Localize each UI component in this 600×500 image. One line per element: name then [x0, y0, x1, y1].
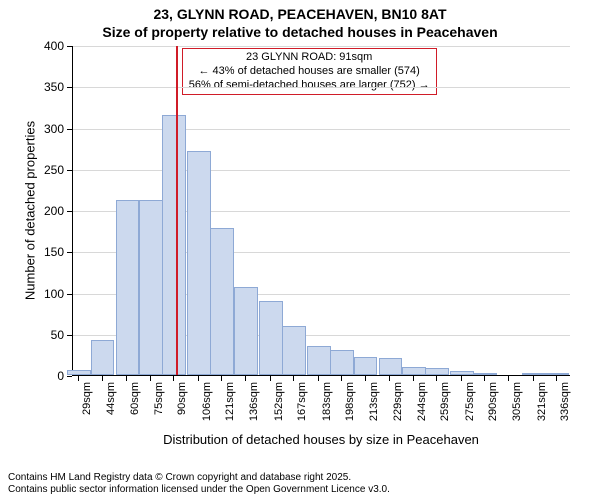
- histogram-bar: [379, 358, 403, 375]
- gridline: [73, 170, 570, 171]
- xtick-mark: [484, 376, 485, 381]
- xtick-mark: [436, 376, 437, 381]
- footer-line2: Contains public sector information licen…: [8, 484, 390, 496]
- histogram-bar: [187, 151, 211, 375]
- xtick-label: 198sqm: [344, 382, 356, 421]
- xtick-label: 213sqm: [368, 382, 380, 421]
- xtick-mark: [556, 376, 557, 381]
- xtick-label: 136sqm: [248, 382, 260, 421]
- histogram-bar: [354, 357, 378, 375]
- property-marker-line: [176, 46, 178, 375]
- xtick-mark: [221, 376, 222, 381]
- xtick-mark: [173, 376, 174, 381]
- histogram-bar: [162, 115, 186, 375]
- footer-line1: Contains HM Land Registry data © Crown c…: [8, 472, 390, 484]
- xtick-mark: [389, 376, 390, 381]
- xtick-mark: [413, 376, 414, 381]
- x-axis: 29sqm 44sqm 60sqm 75sqm 90sqm 106sqm 121sqm 136…: [72, 376, 570, 436]
- xtick-mark: [150, 376, 151, 381]
- xtick-label: 75sqm: [153, 382, 165, 415]
- histogram-bar: [330, 350, 354, 375]
- xtick-label: 244sqm: [416, 382, 428, 421]
- histogram-bar: [307, 346, 331, 375]
- histogram-bar: [402, 367, 426, 375]
- xtick-mark: [318, 376, 319, 381]
- y-axis-label: Number of detached properties: [23, 111, 38, 311]
- histogram-bar: [450, 371, 474, 375]
- plot-region: 23 GLYNN ROAD: 91sqm ← 43% of detached h…: [72, 46, 570, 376]
- xtick-label: 275sqm: [464, 382, 476, 421]
- ytick-label: 0: [14, 369, 72, 383]
- ytick-label: 400: [14, 39, 72, 53]
- xtick-label: 259sqm: [439, 382, 451, 421]
- histogram-bar: [522, 373, 546, 375]
- gridline: [73, 129, 570, 130]
- gridline: [73, 46, 570, 47]
- xtick-mark: [78, 376, 79, 381]
- chart-titles: 23, GLYNN ROAD, PEACEHAVEN, BN10 8AT Siz…: [0, 0, 600, 41]
- xtick-mark: [270, 376, 271, 381]
- xtick-mark: [461, 376, 462, 381]
- x-axis-label: Distribution of detached houses by size …: [72, 432, 570, 447]
- histogram-bar: [474, 373, 498, 375]
- xtick-label: 121sqm: [224, 382, 236, 421]
- xtick-label: 321sqm: [536, 382, 548, 421]
- xtick-label: 106sqm: [201, 382, 213, 421]
- xtick-label: 29sqm: [81, 382, 93, 415]
- histogram-bar: [139, 200, 163, 375]
- xtick-label: 44sqm: [105, 382, 117, 415]
- annot-line3: 56% of semi-detached houses are larger (…: [189, 79, 430, 93]
- ytick-label: 350: [14, 80, 72, 94]
- xtick-label: 183sqm: [321, 382, 333, 421]
- histogram-bar: [545, 373, 569, 375]
- xtick-mark: [102, 376, 103, 381]
- xtick-label: 90sqm: [176, 382, 188, 415]
- xtick-mark: [126, 376, 127, 381]
- histogram-bar: [234, 287, 258, 375]
- annot-line1: 23 GLYNN ROAD: 91sqm: [189, 51, 430, 65]
- histogram-bar: [116, 200, 140, 375]
- histogram-bar: [210, 228, 234, 375]
- xtick-mark: [533, 376, 534, 381]
- title-sub: Size of property relative to detached ho…: [0, 24, 600, 42]
- xtick-label: 305sqm: [511, 382, 523, 421]
- annot-line2: ← 43% of detached houses are smaller (57…: [189, 65, 430, 79]
- xtick-label: 152sqm: [273, 382, 285, 421]
- xtick-label: 60sqm: [129, 382, 141, 415]
- ytick-label: 50: [14, 328, 72, 342]
- xtick-mark: [198, 376, 199, 381]
- histogram-bar: [282, 326, 306, 376]
- histogram-bar: [91, 340, 115, 375]
- xtick-mark: [508, 376, 509, 381]
- xtick-label: 167sqm: [296, 382, 308, 421]
- xtick-mark: [245, 376, 246, 381]
- histogram-bar: [259, 301, 283, 375]
- xtick-mark: [293, 376, 294, 381]
- xtick-label: 336sqm: [559, 382, 571, 421]
- xtick-mark: [365, 376, 366, 381]
- histogram-bar: [67, 370, 91, 375]
- gridline: [73, 87, 570, 88]
- title-main: 23, GLYNN ROAD, PEACEHAVEN, BN10 8AT: [0, 6, 600, 24]
- xtick-label: 229sqm: [392, 382, 404, 421]
- footer-credits: Contains HM Land Registry data © Crown c…: [8, 472, 390, 496]
- histogram-bar: [425, 368, 449, 375]
- xtick-mark: [341, 376, 342, 381]
- xtick-label: 290sqm: [487, 382, 499, 421]
